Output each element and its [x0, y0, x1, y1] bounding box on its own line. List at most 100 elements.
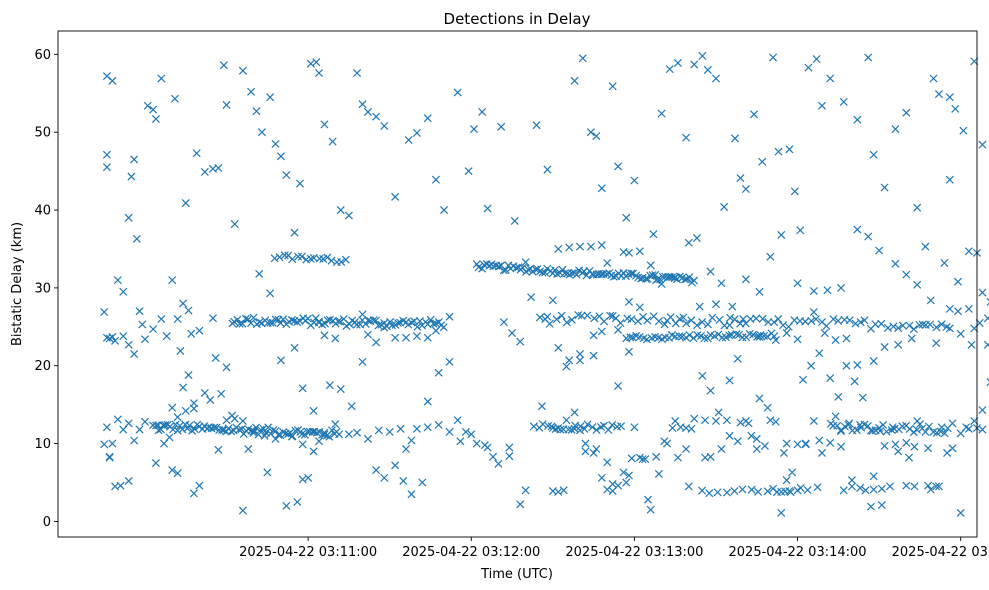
data-point [918, 320, 927, 329]
data-point [547, 422, 556, 431]
data-point [856, 318, 865, 327]
data-point [869, 485, 878, 494]
data-point [875, 423, 884, 433]
y-axis-label: Bistatic Delay (km) [10, 222, 25, 346]
data-point [559, 486, 568, 495]
data-point [653, 275, 662, 284]
x-tick-label: 2025-04-22 03:15:00 [892, 545, 989, 560]
data-point [793, 279, 802, 288]
data-point [708, 313, 717, 322]
data-point [331, 420, 340, 429]
data-point [785, 145, 794, 154]
data-point [684, 238, 693, 247]
data-point [347, 402, 356, 411]
data-point [173, 469, 182, 478]
data-point [586, 128, 595, 137]
data-point [576, 242, 585, 251]
data-point [583, 420, 592, 429]
data-point [282, 501, 291, 510]
data-point [328, 137, 337, 146]
data-point [275, 253, 284, 262]
data-point [934, 90, 943, 99]
data-point [829, 315, 838, 324]
data-point [725, 431, 734, 440]
data-point [311, 314, 320, 323]
data-point [374, 321, 383, 330]
data-point [325, 381, 334, 390]
data-point [176, 346, 185, 355]
data-point [891, 259, 900, 268]
data-point [983, 314, 989, 323]
data-point [983, 340, 989, 349]
data-point [100, 440, 109, 449]
data-point [589, 448, 598, 457]
data-point [521, 258, 530, 267]
data-point [622, 213, 631, 222]
data-point [876, 426, 885, 435]
data-point [271, 315, 280, 324]
data-point [105, 334, 114, 343]
data-point [875, 246, 884, 255]
data-point [309, 406, 318, 415]
data-point [864, 232, 873, 241]
data-point [423, 397, 432, 406]
data-point [749, 330, 758, 339]
data-point [320, 331, 329, 340]
data-point [770, 318, 779, 327]
data-point [603, 458, 612, 467]
data-point [445, 357, 454, 366]
data-point [412, 424, 421, 433]
x-tick-label: 2025-04-22 03:13:00 [565, 545, 703, 560]
data-point [298, 475, 307, 484]
data-point [401, 333, 411, 342]
data-point [208, 314, 218, 323]
data-point [953, 277, 962, 286]
data-point [560, 269, 569, 278]
data-point [682, 133, 691, 142]
data-point [589, 351, 598, 360]
data-point [527, 293, 536, 302]
data-point [882, 427, 891, 436]
data-point [665, 272, 674, 281]
data-point [508, 329, 517, 338]
data-point [902, 270, 911, 279]
data-point [274, 430, 283, 439]
data-point [700, 334, 709, 343]
data-point [752, 445, 761, 454]
data-point [913, 416, 922, 426]
data-point [769, 53, 778, 62]
data-point [852, 426, 861, 435]
data-point [230, 220, 239, 229]
data-point [157, 315, 166, 324]
data-point [597, 327, 606, 336]
data-point [666, 313, 675, 322]
data-point [717, 279, 726, 288]
data-point [826, 438, 835, 447]
data-point [627, 269, 636, 278]
data-point [793, 335, 802, 344]
data-point [344, 211, 353, 220]
data-point [703, 320, 712, 329]
data-point [817, 101, 827, 110]
data-point [902, 438, 911, 447]
data-point [588, 423, 597, 432]
data-point [860, 316, 869, 325]
data-point [717, 445, 726, 454]
data-point [777, 230, 786, 239]
data-point [255, 318, 264, 327]
data-point [622, 478, 631, 487]
data-point [312, 58, 321, 67]
data-point [698, 486, 707, 495]
data-point [733, 354, 742, 363]
data-point [617, 422, 626, 431]
data-point [926, 485, 935, 494]
data-point [344, 430, 353, 439]
data-point [877, 484, 886, 493]
data-point [624, 297, 634, 306]
data-point [222, 416, 231, 425]
data-point [247, 87, 256, 96]
data-point [822, 321, 831, 331]
data-point [404, 135, 413, 145]
data-point [214, 445, 223, 454]
data-point [263, 468, 272, 477]
